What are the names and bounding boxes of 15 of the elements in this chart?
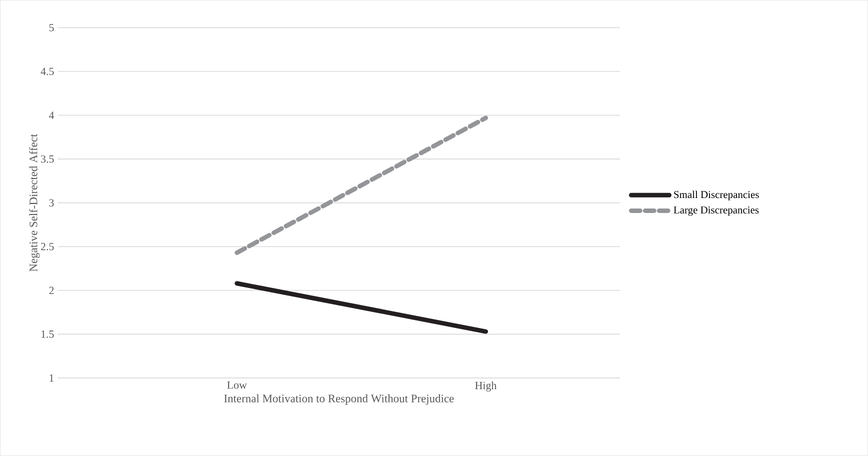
legend-label: Small Discrepancies bbox=[674, 190, 759, 200]
y-tick-label: 1 bbox=[50, 374, 54, 382]
x-tick-label: High bbox=[475, 382, 497, 392]
y-tick-label: 2.5 bbox=[41, 243, 54, 250]
x-axis-title: Internal Motivation to Respond Without Prejudice bbox=[224, 394, 454, 405]
legend-label: Large Discrepancies bbox=[674, 206, 759, 216]
y-tick-label: 4 bbox=[48, 112, 54, 120]
y-tick-label: 3 bbox=[49, 199, 54, 207]
x-tick-label: Low bbox=[227, 382, 247, 389]
y-tick-label: 3.5 bbox=[41, 155, 54, 163]
y-tick-label: 5 bbox=[49, 24, 54, 32]
y-tick-label: 4.5 bbox=[40, 68, 54, 76]
y-tick-label: 1.5 bbox=[41, 330, 54, 338]
y-tick-label: 2 bbox=[49, 286, 54, 294]
y-axis-title: Negative Self-Directed Affect bbox=[29, 134, 40, 272]
